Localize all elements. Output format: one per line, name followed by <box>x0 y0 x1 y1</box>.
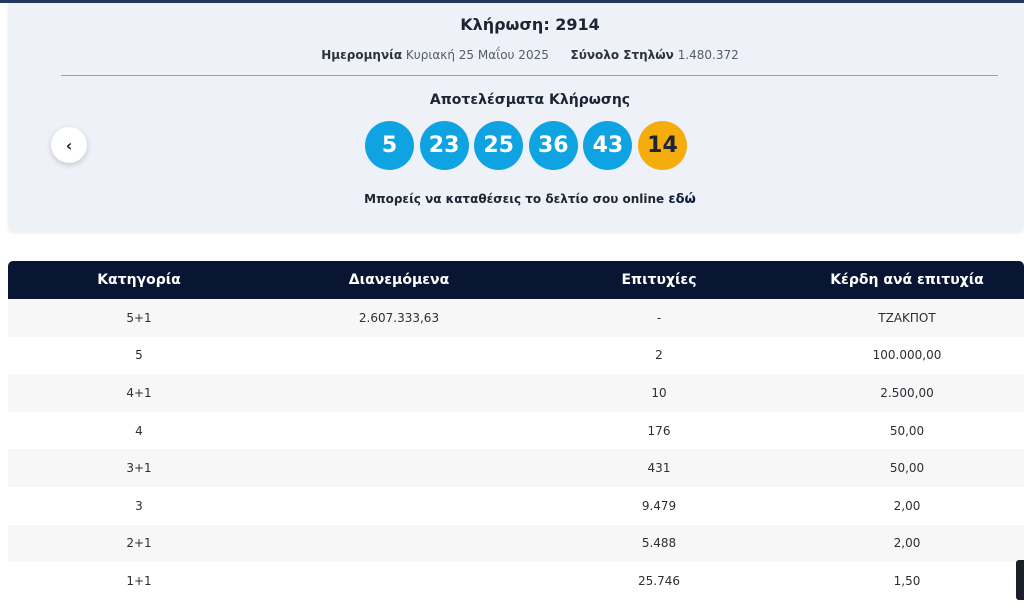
cell-winners: 5.488 <box>641 536 677 551</box>
cell-winners: 9.479 <box>641 498 677 513</box>
cell-category: 3+1 <box>126 461 152 476</box>
draw-meta: Ημερομηνία Κυριακή 25 Μαΐου 2025 Σύνολο … <box>8 48 1024 62</box>
cell-prize: 2.500,00 <box>880 385 934 400</box>
cell-category: 1+1 <box>126 573 152 588</box>
online-submit-label: Μπορείς να καταθέσεις το δελτίο σου onli… <box>364 192 665 206</box>
winning-numbers: 5 23 25 36 43 14 <box>365 121 693 170</box>
cell-category: 3 <box>135 498 143 513</box>
chevron-left-icon: ‹ <box>65 135 73 155</box>
cell-winners: 2 <box>655 348 663 363</box>
table-header: Κατηγορία Διανεμόμενα Επιτυχίες Κέρδη αν… <box>8 261 1024 299</box>
header-prize-per-winner: Κέρδη ανά επιτυχία <box>830 272 984 288</box>
cell-prize: 100.000,00 <box>872 348 942 363</box>
table-row: 3 9.479 2,00 <box>8 486 1024 525</box>
cell-prize: ΤΖΑΚΠΟΤ <box>878 310 936 325</box>
header-distributed: Διανεμόμενα <box>348 272 450 288</box>
cell-winners: 25.746 <box>638 573 680 588</box>
number-ball: 36 <box>528 121 578 170</box>
header-category: Κατηγορία <box>97 272 181 288</box>
cell-winners: 176 <box>647 423 671 438</box>
table-row: 2+1 5.488 2,00 <box>8 524 1024 563</box>
cell-prize: 2,00 <box>893 498 921 513</box>
prize-table: Κατηγορία Διανεμόμενα Επιτυχίες Κέρδη αν… <box>8 261 1024 600</box>
cell-category: 4 <box>135 423 143 438</box>
columns-value: 1.480.372 <box>677 48 739 62</box>
date-label: Ημερομηνία <box>321 48 403 62</box>
table-row: 1+1 25.746 1,50 <box>8 562 1024 600</box>
number-ball: 25 <box>474 121 524 170</box>
bonus-ball: 14 <box>637 121 687 170</box>
cell-winners: 10 <box>651 385 667 400</box>
number-ball: 23 <box>419 121 469 170</box>
scrollbar-thumb[interactable] <box>1016 560 1024 600</box>
columns-label: Σύνολο Στηλών <box>570 48 674 62</box>
draw-title: Κλήρωση: 2914 <box>460 15 600 34</box>
cell-distributed: 2.607.333,63 <box>358 310 440 325</box>
top-accent-bar <box>0 0 1024 3</box>
table-body: 5+1 2.607.333,63 - ΤΖΑΚΠΟΤ 5 2 100.000,0… <box>8 299 1024 600</box>
cell-category: 5 <box>135 348 143 363</box>
cell-prize: 50,00 <box>889 461 925 476</box>
number-ball: 43 <box>583 121 633 170</box>
header-winners: Επιτυχίες <box>621 272 697 288</box>
date-value: Κυριακή 25 Μαΐου 2025 <box>405 48 549 62</box>
cell-winners: 431 <box>647 461 671 476</box>
table-row: 4+1 10 2.500,00 <box>8 374 1024 412</box>
table-row: 3+1 431 50,00 <box>8 449 1024 487</box>
online-submit-text: Μπορείς να καταθέσεις το δελτίο σου onli… <box>8 192 1024 207</box>
number-ball: 5 <box>365 121 414 170</box>
table-row: 4 176 50,00 <box>8 411 1024 450</box>
cell-category: 2+1 <box>126 536 152 551</box>
draw-summary-card: Κλήρωση: 2914 Ημερομηνία Κυριακή 25 Μαΐο… <box>8 3 1024 231</box>
cell-winners: - <box>656 310 662 325</box>
cell-prize: 2,00 <box>893 536 921 551</box>
cell-prize: 50,00 <box>889 423 925 438</box>
table-row: 5 2 100.000,00 <box>8 336 1024 375</box>
previous-draw-button[interactable]: ‹ <box>51 127 87 163</box>
cell-category: 5+1 <box>126 310 152 325</box>
results-title: Αποτελέσματα Κλήρωσης <box>429 92 631 108</box>
divider <box>61 75 998 76</box>
table-row: 5+1 2.607.333,63 - ΤΖΑΚΠΟΤ <box>8 299 1024 337</box>
cell-category: 4+1 <box>126 385 152 400</box>
online-submit-link[interactable]: εδώ <box>668 192 696 207</box>
cell-prize: 1,50 <box>893 573 921 588</box>
